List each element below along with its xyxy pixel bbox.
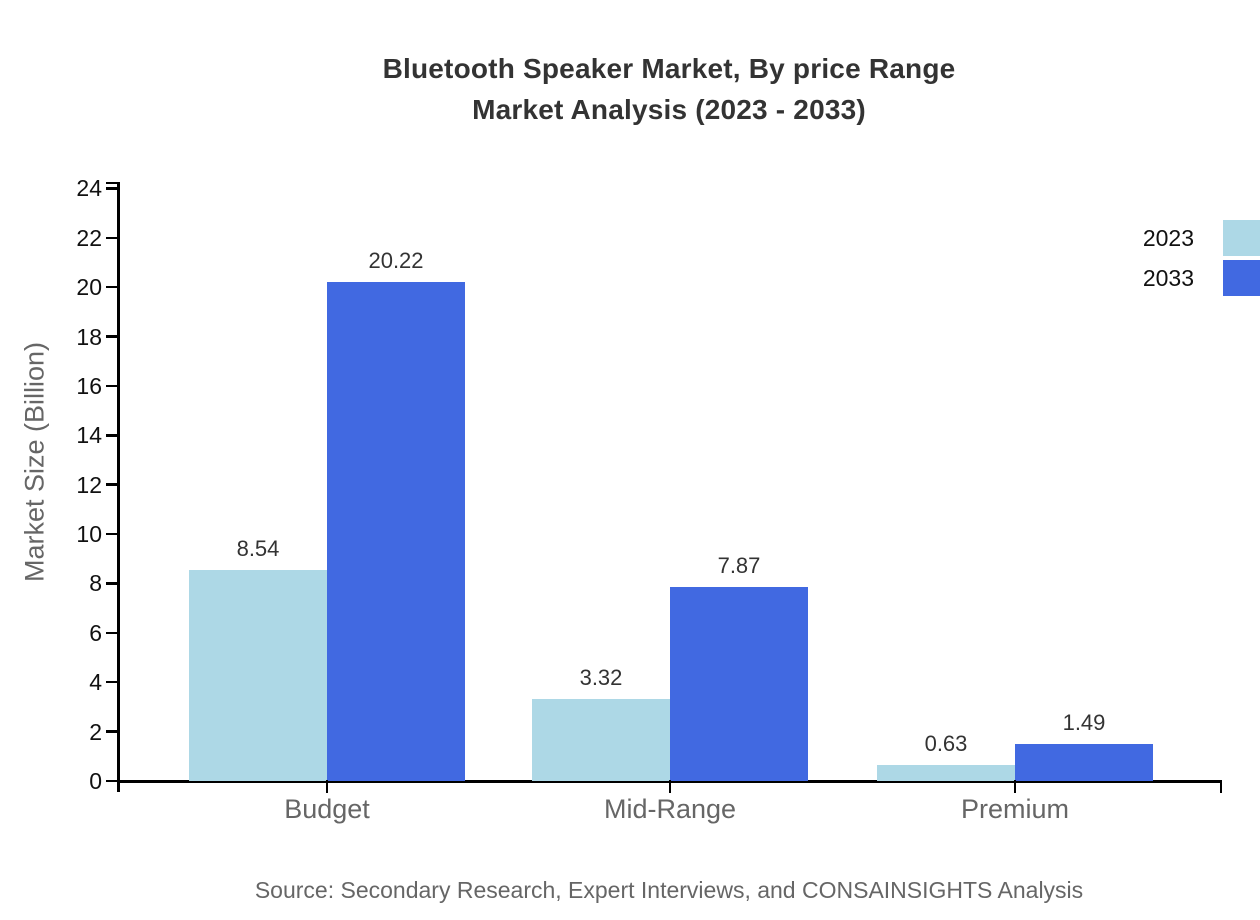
y-tick-label-12: 12 xyxy=(76,471,102,498)
y-tick-8 xyxy=(106,582,118,585)
y-tick-label-24: 24 xyxy=(76,175,102,202)
chart-title: Bluetooth Speaker Market, By price Range… xyxy=(78,48,1260,130)
x-tick-budget xyxy=(325,780,329,793)
y-tick-0 xyxy=(106,779,118,783)
y-tick-10 xyxy=(106,532,118,536)
value-label-2033-budget: 20.22 xyxy=(368,247,424,273)
y-tick-20 xyxy=(106,285,118,289)
y-tick-label-10: 10 xyxy=(76,521,102,548)
y-tick-4 xyxy=(106,680,118,684)
y-axis-spine xyxy=(117,182,120,792)
legend-swatch-2033 xyxy=(1223,260,1260,296)
y-tick-14 xyxy=(106,434,118,437)
x-axis-end-cap xyxy=(1219,780,1222,793)
y-tick-18 xyxy=(106,335,118,338)
x-category-label-premium: Premium xyxy=(960,794,1069,824)
bar-2033-premium xyxy=(1015,744,1153,781)
x-tick-premium xyxy=(1013,780,1017,793)
y-axis-top-cap xyxy=(106,181,118,184)
legend-label-2023: 2023 xyxy=(1142,225,1194,251)
y-tick-label-20: 20 xyxy=(76,274,102,301)
y-tick-label-14: 14 xyxy=(76,422,102,449)
y-tick-24 xyxy=(106,187,118,190)
y-tick-label-8: 8 xyxy=(89,570,102,597)
y-tick-6 xyxy=(106,631,118,635)
value-label-2033-premium: 1.49 xyxy=(1062,710,1106,736)
bar-2033-budget xyxy=(327,281,465,781)
bar-2023-premium xyxy=(877,765,1015,781)
bar-2023-mid-range xyxy=(532,699,670,781)
value-label-2023-budget: 8.54 xyxy=(236,536,280,562)
y-tick-label-4: 4 xyxy=(89,669,102,696)
y-tick-label-6: 6 xyxy=(89,619,102,646)
legend-label-2033: 2033 xyxy=(1142,265,1194,291)
value-label-2033-mid-range: 7.87 xyxy=(717,552,761,578)
y-tick-2 xyxy=(106,730,118,733)
x-category-label-budget: Budget xyxy=(284,794,370,824)
value-label-2023-premium: 0.63 xyxy=(924,731,968,757)
source-text: Source: Secondary Research, Expert Inter… xyxy=(254,877,1084,903)
chart-title-line1: Bluetooth Speaker Market, By price Range xyxy=(382,53,956,84)
bar-2033-mid-range xyxy=(670,586,808,781)
x-category-label-mid-range: Mid-Range xyxy=(603,794,737,824)
y-tick-label-22: 22 xyxy=(76,224,102,251)
bar-2023-budget xyxy=(189,570,327,781)
legend-swatch-2023 xyxy=(1223,220,1260,256)
chart-title-line2: Market Analysis (2023 - 2033) xyxy=(472,94,866,125)
y-tick-label-16: 16 xyxy=(76,372,102,399)
x-tick-mid-range xyxy=(668,780,672,793)
y-tick-label-0: 0 xyxy=(89,768,102,794)
y-tick-22 xyxy=(106,236,118,240)
y-tick-label-2: 2 xyxy=(89,718,102,745)
y-tick-label-18: 18 xyxy=(76,323,102,350)
y-tick-16 xyxy=(106,384,118,388)
y-tick-12 xyxy=(106,483,118,486)
value-label-2023-mid-range: 3.32 xyxy=(579,665,623,691)
